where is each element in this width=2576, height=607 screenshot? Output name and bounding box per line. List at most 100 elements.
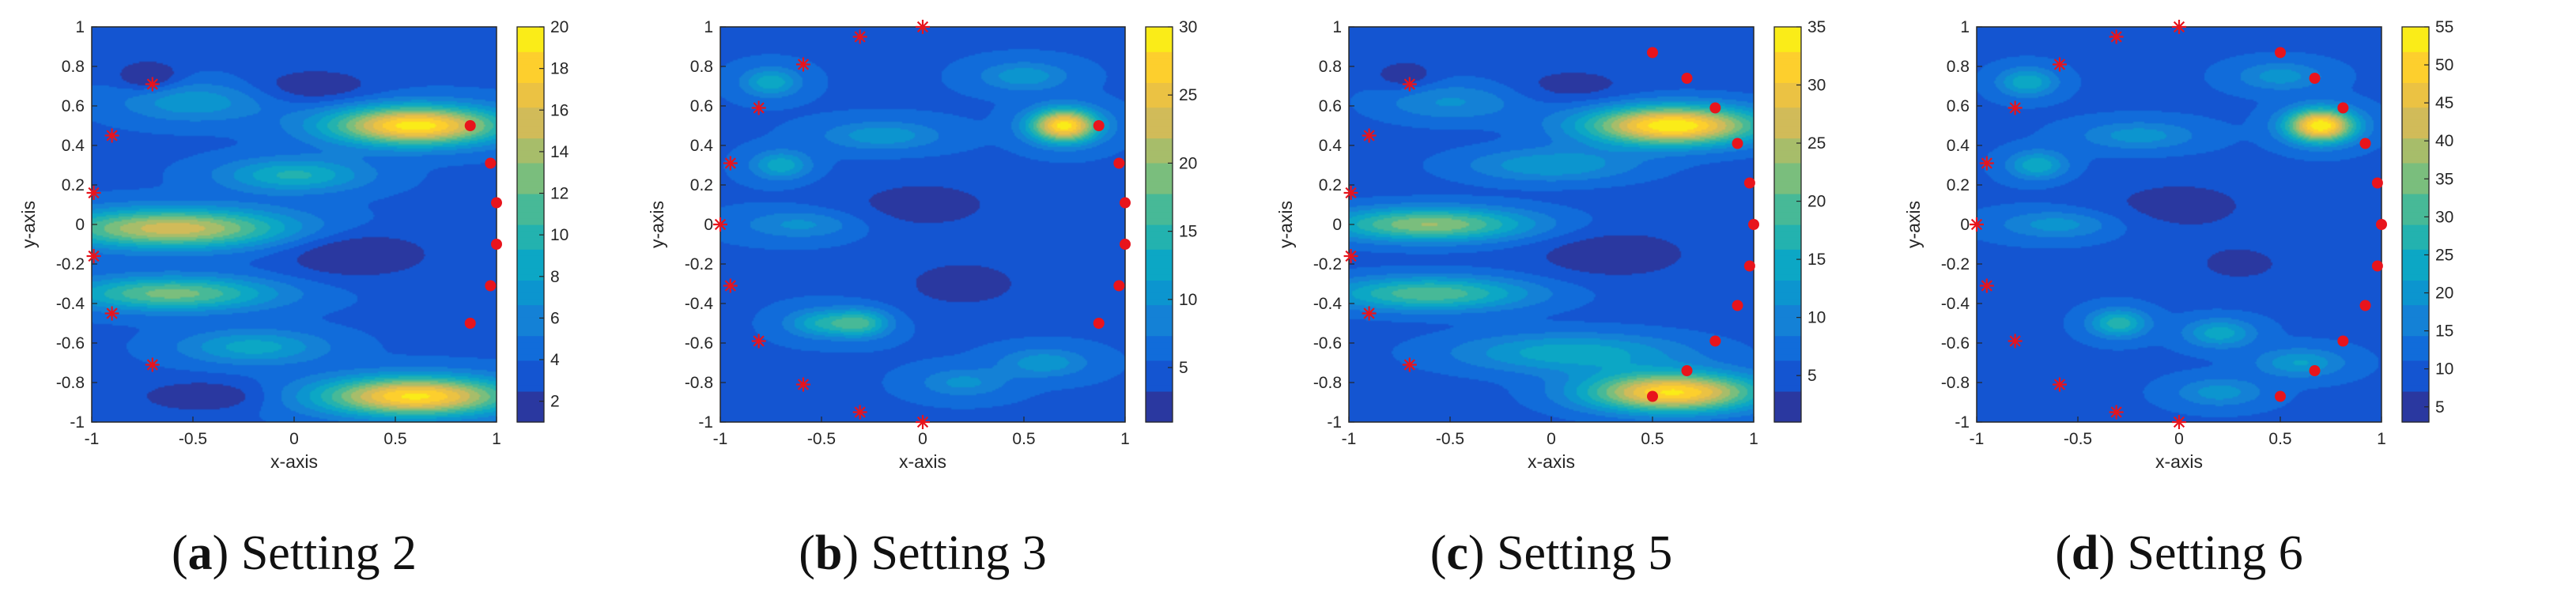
colorbar-segment	[517, 329, 544, 337]
colorbar-segment	[2402, 63, 2429, 71]
star-marker	[104, 306, 119, 321]
colorbar-segment	[517, 385, 544, 392]
dot-marker	[1743, 177, 1755, 189]
colorbar-segment	[1146, 292, 1173, 300]
colorbar-segment	[1146, 366, 1173, 374]
colorbar-segment	[2402, 39, 2429, 47]
colorbar-segment	[517, 372, 544, 379]
colorbar-segment	[517, 273, 544, 281]
caption-close-paren: )	[2098, 526, 2127, 580]
colorbar-segment	[517, 390, 544, 398]
colorbar-segment	[2402, 261, 2429, 269]
colorbar-tick-label: 30	[1807, 77, 1826, 95]
colorbar-tick-label: 30	[1179, 18, 1197, 36]
colorbar-segment	[1774, 243, 1801, 250]
star-marker	[852, 405, 867, 420]
colorbar-segment	[2402, 267, 2429, 275]
colorbar-segment	[1146, 107, 1173, 114]
colorbar-segment	[2402, 409, 2429, 417]
colorbar-segment	[1146, 51, 1173, 58]
contour-fill	[1349, 27, 1754, 422]
colorbar-segment	[1146, 94, 1173, 102]
colorbar-segment	[517, 218, 544, 225]
x-tick-label: 1	[2377, 430, 2386, 448]
colorbar-segment	[1774, 51, 1801, 58]
colorbar-segment	[1146, 416, 1173, 423]
colorbar-segment	[2402, 193, 2429, 201]
colorbar-segment	[1146, 144, 1173, 151]
colorbar-tick-label: 10	[1179, 291, 1197, 309]
colorbar-segment	[1146, 311, 1173, 318]
colorbar-segment	[2402, 205, 2429, 213]
colorbar-tick-label: 10	[550, 226, 568, 244]
colorbar-tick-label: 2	[550, 393, 560, 411]
colorbar-segment	[2402, 292, 2429, 300]
y-axis-label: y-axis	[1903, 201, 1924, 248]
dot-marker	[2337, 335, 2349, 347]
subplot-caption: (b) Setting 3	[799, 526, 1046, 580]
colorbar-segment	[2402, 329, 2429, 337]
colorbar-segment	[1146, 168, 1173, 176]
star-marker	[852, 29, 867, 44]
caption-letter: b	[815, 526, 842, 580]
colorbar-segment	[517, 360, 544, 368]
colorbar-segment	[1146, 70, 1173, 77]
colorbar-segment	[517, 39, 544, 47]
colorbar-segment	[1774, 187, 1801, 194]
y-tick-label: -0.2	[1941, 255, 1970, 273]
colorbar-segment	[1774, 39, 1801, 47]
colorbar-segment	[1146, 397, 1173, 405]
colorbar-tick-label: 35	[2435, 170, 2453, 188]
colorbar-segment	[2402, 212, 2429, 219]
colorbar-segment	[1146, 100, 1173, 108]
colorbar-tick-label: 5	[1179, 359, 1188, 377]
y-tick-label: -0.4	[685, 295, 714, 313]
colorbar-segment	[1146, 63, 1173, 71]
colorbar-segment	[2402, 317, 2429, 324]
colorbar-segment	[2402, 341, 2429, 349]
colorbar-segment	[1774, 131, 1801, 139]
colorbar-segment	[1146, 243, 1173, 250]
colorbar-segment	[1774, 298, 1801, 306]
colorbar-segment	[1146, 27, 1173, 34]
colorbar-tick-label: 12	[550, 185, 568, 203]
colorbar-segment	[517, 366, 544, 374]
colorbar-segment	[517, 317, 544, 324]
x-tick-label: -0.5	[2064, 430, 2092, 448]
colorbar-segment	[1146, 199, 1173, 207]
colorbar-frame	[516, 26, 545, 423]
colorbar-segment	[517, 51, 544, 58]
star-marker	[1402, 357, 1417, 372]
colorbar-segment	[517, 236, 544, 244]
star-marker	[2172, 20, 2186, 34]
star-marker	[1402, 77, 1417, 92]
x-tick-label: 0	[1547, 430, 1556, 448]
colorbar-segment	[517, 249, 544, 256]
colorbar-segment	[2402, 224, 2429, 232]
dot-marker	[2371, 260, 2383, 272]
colorbar-segment	[1146, 323, 1173, 330]
dot-marker	[1748, 219, 1759, 230]
colorbar-tick-label: 18	[550, 60, 568, 78]
dot-marker	[2371, 177, 2383, 189]
colorbar-tick-label: 5	[1807, 367, 1817, 385]
dot-marker	[2309, 73, 2321, 84]
colorbar-tick-label: 10	[2435, 360, 2453, 379]
colorbar-segment	[2402, 113, 2429, 120]
colorbar-segment	[2402, 51, 2429, 58]
y-tick-label: -0.2	[685, 255, 713, 273]
colorbar-segment	[517, 45, 544, 52]
x-tick-label: 0.5	[383, 430, 406, 448]
colorbar-segment	[1774, 70, 1801, 77]
caption-close-paren: )	[1468, 526, 1497, 580]
colorbar-tick-label: 20	[2435, 285, 2453, 303]
dot-marker	[1113, 157, 1125, 169]
caption-letter: a	[188, 526, 213, 580]
colorbar-segment	[517, 144, 544, 151]
y-axis-label: y-axis	[1275, 201, 1296, 248]
caption-close-paren: )	[213, 526, 241, 580]
caption-text: Setting 6	[2128, 526, 2303, 580]
caption-letter: c	[1446, 526, 1468, 580]
colorbar-segment	[1774, 385, 1801, 392]
colorbar-segment	[1774, 89, 1801, 96]
